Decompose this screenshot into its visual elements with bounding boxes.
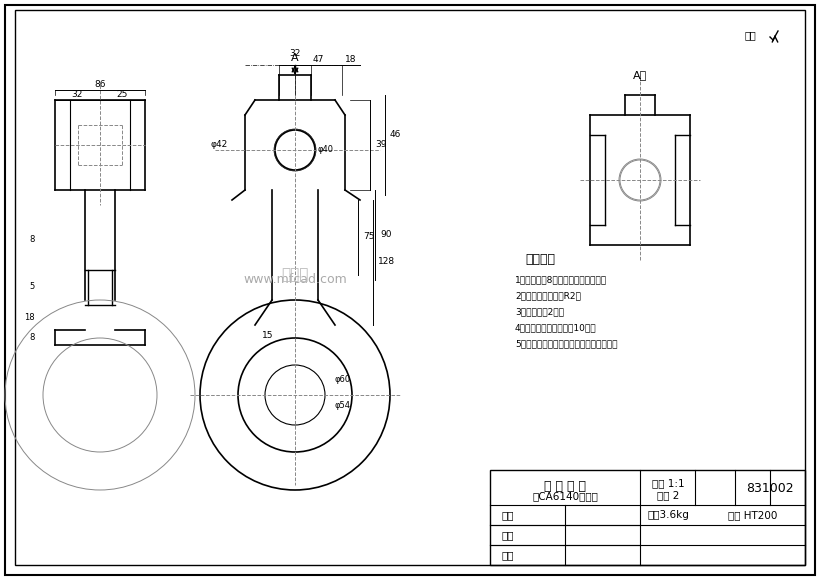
Text: （CA6140车床）: （CA6140车床） xyxy=(532,491,597,501)
Text: www.mfcad.com: www.mfcad.com xyxy=(242,274,346,287)
Text: 128: 128 xyxy=(378,258,395,266)
Text: 4、不加工表面要求精度10级。: 4、不加工表面要求精度10级。 xyxy=(514,324,596,332)
Text: φ42: φ42 xyxy=(210,140,228,150)
Text: 18: 18 xyxy=(25,314,35,322)
Text: 8: 8 xyxy=(29,334,35,343)
Text: 件数 2: 件数 2 xyxy=(656,490,678,500)
Text: 3、起模斜度2度。: 3、起模斜度2度。 xyxy=(514,307,563,317)
Text: 25: 25 xyxy=(116,90,128,100)
Text: 技术要求: 技术要求 xyxy=(524,253,554,266)
Text: 指导: 指导 xyxy=(501,530,514,540)
Text: 重量3.6kg: 重量3.6kg xyxy=(646,510,688,520)
Text: 沐风网: 沐风网 xyxy=(281,267,308,282)
Text: 39: 39 xyxy=(374,140,386,150)
Text: 75: 75 xyxy=(363,233,374,241)
Text: 46: 46 xyxy=(390,130,400,140)
Bar xyxy=(490,470,804,565)
Text: 90: 90 xyxy=(379,230,391,240)
Text: 5: 5 xyxy=(29,282,35,292)
Text: 制图: 制图 xyxy=(501,510,514,520)
Text: 审核: 审核 xyxy=(501,550,514,560)
Text: A向: A向 xyxy=(632,70,646,80)
Text: 18: 18 xyxy=(345,56,356,64)
Text: 全部: 全部 xyxy=(744,30,756,40)
Text: φ54: φ54 xyxy=(335,401,351,409)
Text: 材料 HT200: 材料 HT200 xyxy=(727,510,776,520)
Text: A: A xyxy=(291,53,298,63)
Text: 8: 8 xyxy=(29,235,35,245)
Text: 比例 1:1: 比例 1:1 xyxy=(651,478,684,488)
Text: 2、未注圆角半径为R2。: 2、未注圆角半径为R2。 xyxy=(514,292,580,300)
Text: 831002: 831002 xyxy=(745,483,793,495)
Text: φ60: φ60 xyxy=(335,375,351,385)
Text: 32: 32 xyxy=(71,90,83,100)
Text: 1、铸造采用8级精度的金属型铸造。: 1、铸造采用8级精度的金属型铸造。 xyxy=(514,276,606,285)
Text: 15: 15 xyxy=(262,331,274,339)
Text: 32: 32 xyxy=(289,49,301,57)
Text: 86: 86 xyxy=(94,81,106,89)
Text: 47: 47 xyxy=(312,56,324,64)
Text: 拨 叉 毛 坯: 拨 叉 毛 坯 xyxy=(543,480,586,492)
Text: φ40: φ40 xyxy=(318,146,333,154)
Text: 5、铸件不许有裂纹、气孔、疏松等缺陷。: 5、铸件不许有裂纹、气孔、疏松等缺陷。 xyxy=(514,339,617,349)
